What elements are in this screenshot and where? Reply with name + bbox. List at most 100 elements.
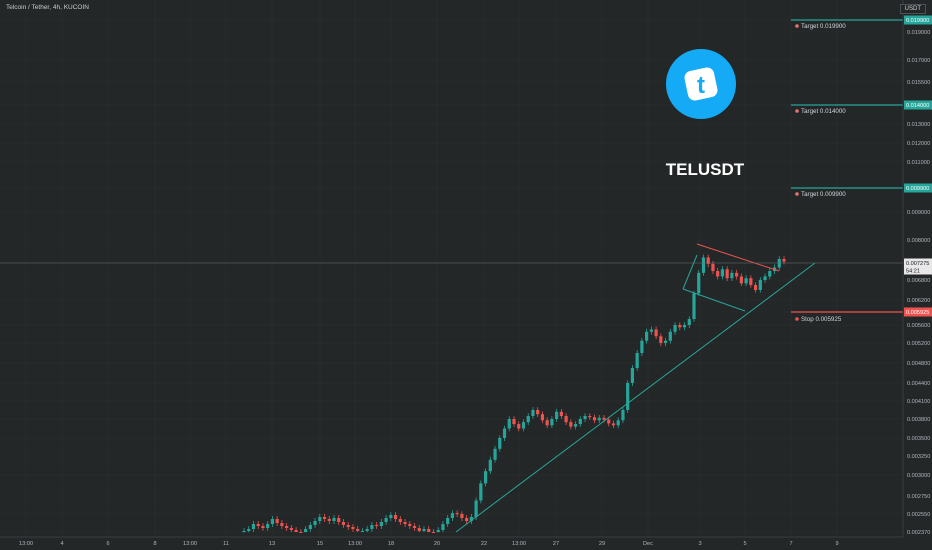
logo-hex — [684, 67, 718, 101]
price-tag-bg — [904, 15, 932, 25]
trend-drawings — [0, 243, 903, 533]
candle — [559, 408, 563, 419]
candle — [768, 268, 772, 280]
candle-body — [682, 325, 687, 328]
candle-body — [611, 423, 616, 426]
candle-body — [597, 417, 601, 421]
candle — [256, 521, 260, 529]
candle-body — [502, 428, 507, 438]
candle-body — [465, 518, 469, 521]
candle-body — [370, 525, 374, 529]
candle-body — [303, 529, 308, 533]
candle-body — [573, 424, 578, 427]
candle — [678, 322, 682, 331]
price-tick-label: 0.017000 — [907, 58, 930, 64]
wedge-upper-line[interactable] — [696, 243, 780, 272]
candle-body — [280, 523, 284, 526]
candle — [280, 520, 284, 529]
level-label: Target 0.014000 — [801, 108, 846, 115]
candle — [351, 524, 355, 532]
candle — [739, 273, 743, 287]
candle — [697, 269, 701, 296]
candle — [777, 256, 781, 271]
ascending-trendline[interactable] — [455, 262, 816, 533]
candle — [701, 254, 706, 276]
price-tag-label: 0.007275 — [906, 261, 929, 267]
candle-body — [654, 329, 658, 337]
price-tick-label: 0.004100 — [907, 399, 930, 405]
candle — [436, 527, 440, 533]
time-tick-label: 9 — [835, 541, 838, 547]
time-axis[interactable]: 13:00 4 6 8 13:00 11 13 15 13:00 18 20 22 13:00 27 29 D… — [0, 536, 903, 547]
candle-body — [251, 524, 256, 529]
candle-body — [275, 519, 279, 523]
candle — [322, 513, 327, 522]
price-tick-label: 0.011000 — [907, 160, 930, 166]
candle — [597, 415, 601, 424]
price-tick-label: 0.012000 — [907, 141, 930, 147]
candle-body — [417, 528, 421, 531]
price-tag-label: 0.005925 — [906, 310, 929, 316]
candle — [502, 425, 507, 442]
bar-countdown-label: 54:21 — [906, 269, 920, 275]
price-tick-label: 0.008000 — [907, 238, 930, 244]
price-tag-bg — [904, 307, 932, 317]
candle — [536, 407, 540, 417]
time-tick-label: 13:00 — [19, 541, 33, 547]
chart-title: TELUSDT — [666, 160, 745, 179]
candle-body — [583, 416, 587, 419]
time-tick-label: Dec — [643, 541, 653, 547]
candle-body — [450, 513, 455, 518]
candle — [592, 414, 597, 424]
candle-body — [663, 340, 668, 343]
candle-body — [322, 517, 327, 519]
candle — [555, 408, 559, 422]
candle-body — [725, 269, 729, 279]
time-tick-label: 18 — [388, 541, 394, 547]
time-tick-label: 22 — [481, 541, 487, 547]
candle — [763, 273, 767, 283]
candle — [526, 413, 530, 426]
candle-body — [782, 259, 786, 262]
candle-body — [261, 526, 265, 528]
price-tag-label: 0.014000 — [906, 103, 929, 109]
candle-body — [412, 526, 417, 528]
candle-body — [299, 532, 303, 533]
candle-body — [678, 325, 682, 328]
candle — [640, 337, 644, 356]
time-tick-label: 5 — [743, 541, 746, 547]
candle-body — [687, 319, 691, 325]
candle-body — [375, 525, 379, 526]
time-tick-label: 6 — [106, 541, 109, 547]
flagpole-line[interactable] — [682, 254, 698, 290]
price-tick-label: 0.013000 — [907, 122, 930, 128]
candle — [285, 523, 289, 531]
candle — [564, 413, 568, 426]
candle-body — [422, 529, 426, 531]
candle — [517, 421, 521, 432]
candle — [360, 528, 365, 533]
candle-body — [645, 331, 649, 341]
time-tick-label: 8 — [153, 541, 156, 547]
price-axis-bg — [903, 0, 932, 550]
candle-body — [474, 500, 478, 517]
chart-grid — [0, 0, 903, 537]
price-tick-label: 0.002370 — [907, 530, 930, 536]
logo-letter-t: t — [697, 72, 705, 99]
candle — [370, 522, 374, 532]
candle-body — [389, 515, 393, 518]
candle-body — [436, 530, 440, 533]
price-axis[interactable]: 0.019900 0.019000 0.017000 0.015500 0.014000… — [902, 0, 932, 550]
price-tick-label: 0.003000 — [907, 473, 930, 479]
candle-body — [408, 524, 412, 526]
candle-body — [749, 278, 753, 285]
candle — [479, 480, 483, 504]
candle-body — [521, 422, 526, 429]
candle-body — [716, 271, 720, 277]
currency-label[interactable]: USDT — [899, 4, 926, 14]
candle — [469, 513, 473, 524]
wedge-lower-line[interactable] — [682, 288, 746, 312]
candle-body — [242, 531, 246, 533]
candle-body — [739, 276, 743, 284]
